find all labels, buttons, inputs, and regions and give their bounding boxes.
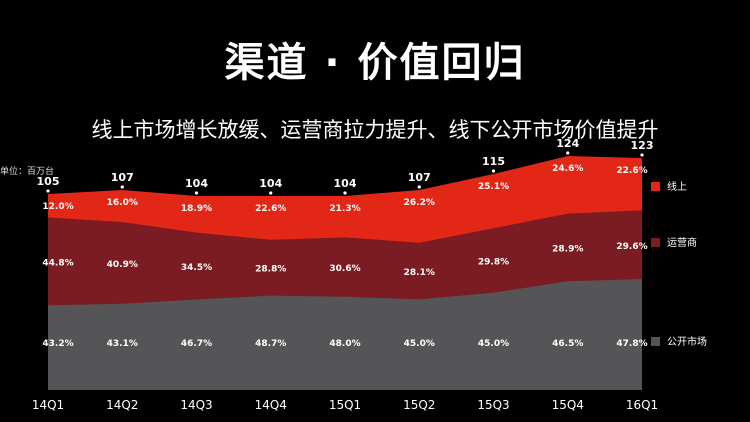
legend-swatch [651, 182, 660, 191]
percent-label: 45.0% [404, 339, 435, 349]
total-label: 105 [37, 175, 60, 188]
total-marker [194, 191, 199, 195]
percent-label: 46.5% [552, 339, 583, 349]
area-公开市场 [48, 279, 642, 390]
percent-label: 28.9% [552, 244, 583, 254]
x-tick-label: 15Q3 [477, 398, 509, 412]
total-label: 104 [259, 177, 282, 190]
percent-label: 18.9% [181, 204, 212, 214]
legend-label: 公开市场 [667, 335, 707, 348]
percent-label: 43.1% [107, 339, 138, 349]
percent-label: 21.3% [329, 204, 360, 214]
percent-label: 48.7% [255, 339, 286, 349]
x-tick-label: 14Q2 [106, 398, 138, 412]
percent-label: 40.9% [107, 260, 138, 270]
x-tick-label: 15Q2 [403, 398, 435, 412]
percent-label: 30.6% [329, 264, 360, 274]
total-label: 107 [111, 171, 134, 184]
percent-label: 28.1% [404, 268, 435, 278]
page-subtitle: 线上市场增长放缓、运营商拉力提升、线下公开市场价值提升 [91, 118, 659, 142]
percent-label: 24.6% [552, 164, 583, 174]
legend-label: 运营商 [667, 236, 697, 249]
total-label: 124 [556, 137, 579, 150]
total-label: 104 [185, 177, 208, 190]
x-tick-label: 14Q4 [255, 398, 287, 412]
percent-label: 16.0% [107, 198, 138, 208]
total-marker [566, 151, 570, 155]
legend-swatch [651, 238, 660, 247]
total-marker [269, 191, 273, 195]
percent-label: 47.8% [616, 339, 647, 349]
x-tick-label: 16Q1 [626, 398, 658, 412]
legend-label: 线上 [667, 180, 687, 193]
percent-label: 46.7% [181, 339, 212, 349]
page-title: 渠道 · 价值回归 [224, 40, 526, 86]
total-marker [120, 185, 124, 189]
chart-labels: 105 107 104 104 104 107 115 124 123 43.2% 43.1% 46.… [32, 137, 658, 412]
percent-label: 45.0% [478, 339, 509, 349]
x-tick-label: 15Q4 [552, 398, 584, 412]
total-marker [640, 153, 644, 157]
total-marker [343, 191, 347, 195]
total-label: 107 [408, 171, 431, 184]
percent-label: 28.8% [255, 265, 286, 275]
unit-label: 单位：百万台 [0, 167, 55, 177]
x-tick-label: 14Q3 [180, 398, 212, 412]
percent-label: 43.2% [42, 339, 73, 349]
percent-label: 34.5% [181, 263, 212, 273]
percent-label: 44.8% [42, 258, 73, 268]
percent-label: 29.8% [478, 257, 509, 267]
percent-label: 26.2% [404, 198, 435, 208]
percent-label: 48.0% [329, 339, 360, 349]
legend-swatch [651, 337, 660, 346]
percent-label: 22.6% [255, 204, 286, 214]
chart-areas [48, 156, 642, 390]
total-label: 123 [631, 139, 654, 152]
x-tick-label: 14Q1 [32, 398, 64, 412]
percent-label: 29.6% [616, 242, 647, 252]
total-label: 104 [334, 177, 357, 190]
percent-label: 12.0% [42, 202, 73, 212]
total-marker [46, 189, 50, 193]
x-tick-label: 15Q1 [329, 398, 361, 412]
total-marker [491, 169, 496, 173]
total-label: 115 [482, 155, 505, 168]
percent-label: 22.6% [616, 166, 647, 176]
total-marker [417, 185, 421, 189]
percent-label: 25.1% [478, 182, 509, 192]
